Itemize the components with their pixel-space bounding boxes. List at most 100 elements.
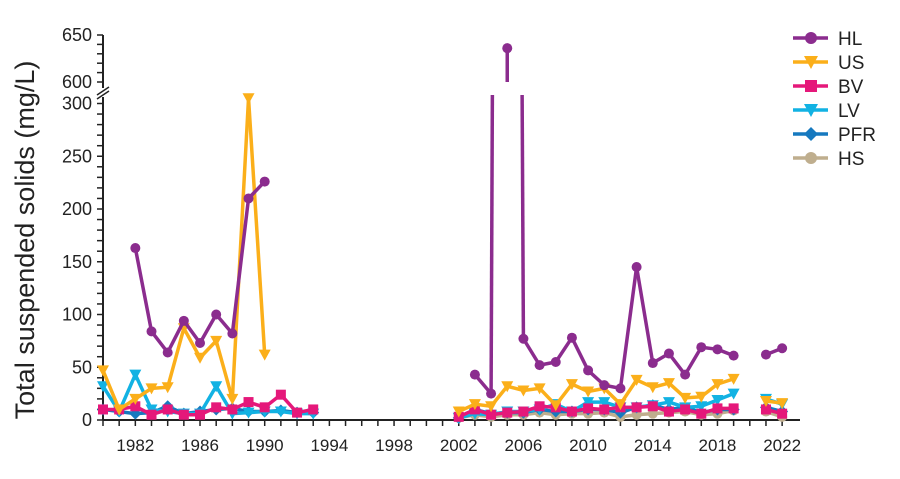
US-line bbox=[165, 326, 186, 390]
LV-marker bbox=[804, 104, 818, 117]
HL-line bbox=[570, 335, 590, 373]
BV-marker bbox=[696, 408, 707, 419]
BV-marker bbox=[259, 402, 270, 413]
US-marker bbox=[727, 373, 740, 385]
US-marker bbox=[485, 401, 498, 413]
y-tick-label: 50 bbox=[72, 357, 92, 377]
US-marker bbox=[662, 378, 675, 390]
LV-marker bbox=[274, 406, 287, 418]
HL-marker bbox=[178, 315, 189, 326]
y-axis-label: Total suspended solids (mg/L) bbox=[10, 61, 40, 420]
US-marker bbox=[113, 404, 126, 416]
HL-line bbox=[165, 319, 186, 355]
x-tick-label: 2006 bbox=[505, 436, 543, 455]
US-line bbox=[101, 368, 121, 412]
US-marker bbox=[501, 381, 514, 393]
HL-marker bbox=[631, 262, 642, 273]
series-HL bbox=[130, 43, 788, 399]
x-tick-label: 2018 bbox=[699, 436, 737, 455]
US-marker bbox=[804, 56, 818, 69]
HL-marker bbox=[647, 358, 658, 369]
HL-marker bbox=[583, 365, 594, 376]
BV-marker bbox=[805, 80, 817, 92]
HL-marker bbox=[195, 337, 206, 348]
HL-line bbox=[634, 265, 655, 365]
US-marker bbox=[97, 365, 109, 377]
BV-marker bbox=[712, 403, 723, 414]
x-tick-label: 1986 bbox=[181, 436, 219, 455]
BV-marker bbox=[566, 406, 577, 417]
BV-marker bbox=[275, 389, 286, 400]
HL-marker bbox=[518, 333, 529, 344]
HL-marker bbox=[162, 347, 173, 358]
HL-marker bbox=[760, 349, 771, 360]
LV-marker bbox=[582, 397, 595, 409]
US-marker bbox=[565, 379, 578, 391]
HL-marker bbox=[130, 243, 141, 254]
BV-marker bbox=[680, 404, 691, 415]
x-tick-label: 2014 bbox=[634, 436, 672, 455]
y-tick-label: 600 bbox=[62, 72, 92, 92]
BV-marker bbox=[760, 404, 771, 415]
HL-marker bbox=[777, 343, 788, 354]
BV-marker bbox=[777, 408, 788, 419]
US-line bbox=[230, 96, 251, 401]
x-tick-label: 1982 bbox=[116, 436, 154, 455]
y-tick-label: 650 bbox=[62, 25, 92, 45]
US-marker bbox=[582, 386, 595, 398]
LV-marker bbox=[129, 369, 142, 381]
US-marker bbox=[517, 385, 530, 397]
legend-label-BV: BV bbox=[838, 77, 864, 98]
BV-marker bbox=[243, 397, 254, 408]
BV-marker bbox=[663, 406, 674, 417]
LV-marker bbox=[598, 397, 611, 409]
y-tick-label: 250 bbox=[62, 146, 92, 166]
HL-marker bbox=[486, 388, 497, 399]
x-tick-label: 1990 bbox=[246, 436, 284, 455]
US-marker bbox=[194, 352, 207, 364]
US-marker bbox=[533, 383, 546, 395]
US-marker bbox=[161, 382, 174, 394]
BV-marker bbox=[647, 401, 658, 412]
HL-marker bbox=[566, 332, 577, 343]
axis-break-mark bbox=[96, 86, 110, 96]
HL-marker bbox=[696, 342, 707, 353]
HL-line bbox=[230, 196, 251, 336]
BV-marker bbox=[146, 409, 157, 420]
BV-marker bbox=[583, 403, 594, 414]
US-marker bbox=[242, 93, 255, 105]
legend-label-HL: HL bbox=[838, 29, 862, 50]
HL-marker bbox=[550, 356, 561, 367]
BV-marker bbox=[728, 403, 739, 414]
LV-marker bbox=[210, 381, 223, 393]
y-tick-label: 100 bbox=[62, 305, 92, 325]
US-marker bbox=[258, 349, 271, 361]
US-marker bbox=[452, 406, 465, 418]
series-BV bbox=[98, 389, 788, 422]
LV-marker bbox=[97, 381, 109, 393]
axis-break-mark bbox=[96, 90, 110, 100]
BV-marker bbox=[162, 404, 173, 415]
US-marker bbox=[630, 374, 643, 386]
legend-label-LV: LV bbox=[838, 101, 860, 122]
BV-marker bbox=[308, 404, 319, 415]
y-tick-label: 300 bbox=[62, 94, 92, 114]
PFR-marker bbox=[804, 127, 818, 141]
legend-label-US: US bbox=[838, 53, 864, 74]
HL-line bbox=[618, 265, 639, 391]
US-line bbox=[246, 96, 267, 357]
x-tick-label: 2010 bbox=[569, 436, 607, 455]
US-line bbox=[214, 339, 235, 401]
LV-marker bbox=[662, 397, 675, 409]
HL-marker bbox=[680, 369, 691, 380]
HL-marker bbox=[146, 326, 157, 337]
LV-marker bbox=[695, 401, 708, 413]
HL-line bbox=[489, 94, 495, 394]
series-US bbox=[97, 93, 789, 418]
US-marker bbox=[776, 398, 789, 410]
HL-line bbox=[520, 94, 526, 339]
US-marker bbox=[614, 399, 627, 411]
BV-marker bbox=[631, 402, 642, 413]
